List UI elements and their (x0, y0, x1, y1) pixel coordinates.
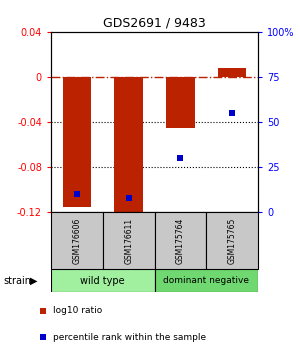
Bar (206, 212, 258, 269)
Bar (166, 77, 195, 128)
Text: strain: strain (3, 275, 31, 286)
Title: GDS2691 / 9483: GDS2691 / 9483 (103, 16, 206, 29)
Bar (114, 77, 143, 212)
Text: GSM175765: GSM175765 (228, 217, 237, 264)
Bar (63, 77, 91, 207)
Text: ▶: ▶ (30, 275, 38, 286)
Bar (103, 212, 154, 269)
Text: log10 ratio: log10 ratio (52, 306, 102, 315)
Text: percentile rank within the sample: percentile rank within the sample (52, 333, 206, 342)
Bar (51, 212, 103, 269)
Bar (218, 68, 246, 77)
Bar (51, 269, 154, 292)
Text: GSM175764: GSM175764 (176, 217, 185, 264)
Text: dominant negative: dominant negative (163, 276, 249, 285)
Text: GSM176611: GSM176611 (124, 218, 133, 264)
Bar (154, 269, 258, 292)
Bar (154, 212, 206, 269)
Text: GSM176606: GSM176606 (72, 217, 81, 264)
Text: wild type: wild type (80, 275, 125, 286)
